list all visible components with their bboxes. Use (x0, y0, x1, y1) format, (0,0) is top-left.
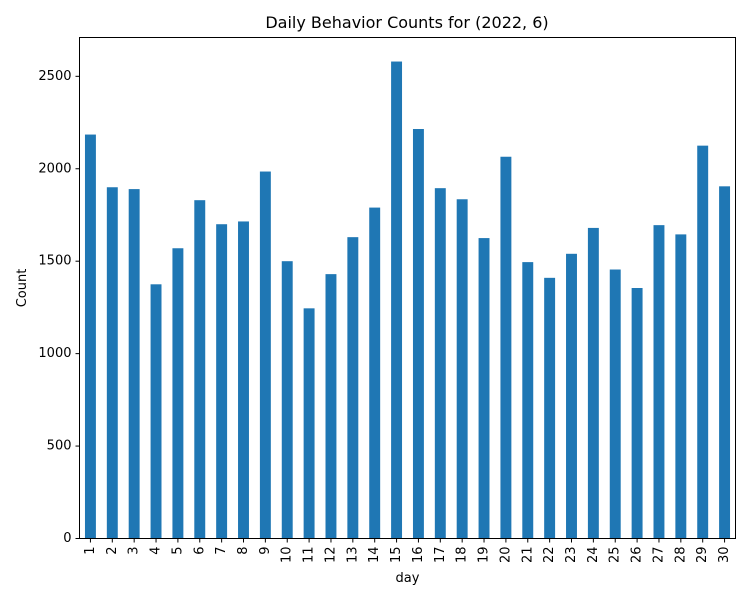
plot-frame (79, 37, 736, 539)
x-tick-label: 29 (695, 547, 710, 564)
x-tick-label: 30 (717, 547, 732, 564)
bar-day-29 (697, 145, 709, 539)
x-tick-label: 6 (192, 547, 207, 555)
x-tick-label: 8 (236, 547, 251, 555)
x-tick-label: 9 (258, 547, 273, 555)
bar-day-23 (566, 253, 577, 539)
bar-day-18 (456, 199, 468, 539)
x-tick-label: 22 (542, 547, 557, 564)
bar-day-9 (259, 171, 271, 539)
x-tick-label: 23 (564, 547, 579, 564)
bars-group (84, 61, 731, 539)
bar-day-15 (391, 61, 403, 539)
bar-day-10 (281, 261, 293, 539)
x-tick-label: 27 (651, 547, 666, 564)
x-tick-label: 7 (214, 547, 229, 555)
x-tick-label: 20 (498, 547, 513, 564)
x-tick-label: 2 (105, 547, 120, 555)
bar-day-28 (675, 234, 687, 539)
bar-day-19 (478, 238, 490, 539)
y-tick-label: 2000 (38, 161, 71, 176)
y-axis-label: Count (15, 269, 30, 308)
x-tick-label: 1 (83, 547, 98, 555)
bar-day-7 (216, 224, 228, 539)
bar-day-25 (609, 269, 621, 539)
x-tick-label: 10 (280, 547, 295, 564)
x-tick-label: 5 (170, 547, 185, 555)
bar-day-22 (544, 277, 556, 539)
bar-day-13 (347, 237, 359, 539)
bar-day-24 (587, 227, 599, 539)
y-tick-label: 0 (63, 531, 71, 546)
bar-day-21 (522, 262, 534, 539)
x-tick-label: 25 (608, 547, 623, 564)
bar-day-1 (84, 134, 96, 539)
bar-day-20 (500, 156, 512, 539)
y-tick-label: 2500 (38, 69, 71, 84)
bar-day-11 (303, 308, 315, 539)
x-tick-label: 14 (367, 547, 382, 564)
bar-day-5 (172, 248, 184, 539)
x-axis-label: day (396, 571, 420, 586)
x-tick-label: 13 (345, 547, 360, 564)
x-tick-label: 17 (433, 547, 448, 564)
bar-day-4 (150, 284, 162, 539)
y-tick-label: 1000 (38, 346, 71, 361)
x-tick-label: 21 (520, 547, 535, 564)
x-tick-label: 18 (455, 547, 470, 564)
x-tick-label: 16 (411, 547, 426, 564)
x-tick-label: 19 (477, 547, 492, 564)
x-tick-label: 3 (127, 547, 142, 555)
bar-day-6 (194, 200, 206, 539)
x-tick-label: 28 (673, 547, 688, 564)
bar-day-3 (128, 189, 140, 539)
bar-day-17 (434, 188, 446, 539)
bar-day-16 (412, 129, 424, 539)
x-tick-label: 15 (389, 547, 404, 564)
y-tick-label: 500 (47, 439, 72, 454)
x-tick-label: 12 (323, 547, 338, 564)
bar-day-8 (238, 221, 249, 539)
x-axis: 1 2 3 4 5 6 7 8 9 10 11 12 13 14 15 16 17 18 19 20 21 22 23 24 2… (83, 538, 732, 564)
x-tick-label: 11 (302, 547, 317, 564)
bar-day-26 (631, 288, 643, 539)
x-tick-label: 4 (149, 547, 164, 555)
bar-day-12 (325, 274, 337, 539)
x-tick-label: 26 (630, 547, 645, 564)
y-axis: 0 500 1000 1500 2000 2500 (38, 69, 80, 546)
chart-title: Daily Behavior Counts for (2022, 6) (265, 13, 548, 32)
bar-day-14 (369, 207, 381, 539)
y-tick-label: 1500 (38, 254, 71, 269)
bar-day-30 (719, 186, 731, 539)
x-tick-label: 24 (586, 547, 601, 564)
bar-day-2 (106, 187, 118, 539)
bar-day-27 (653, 225, 665, 539)
